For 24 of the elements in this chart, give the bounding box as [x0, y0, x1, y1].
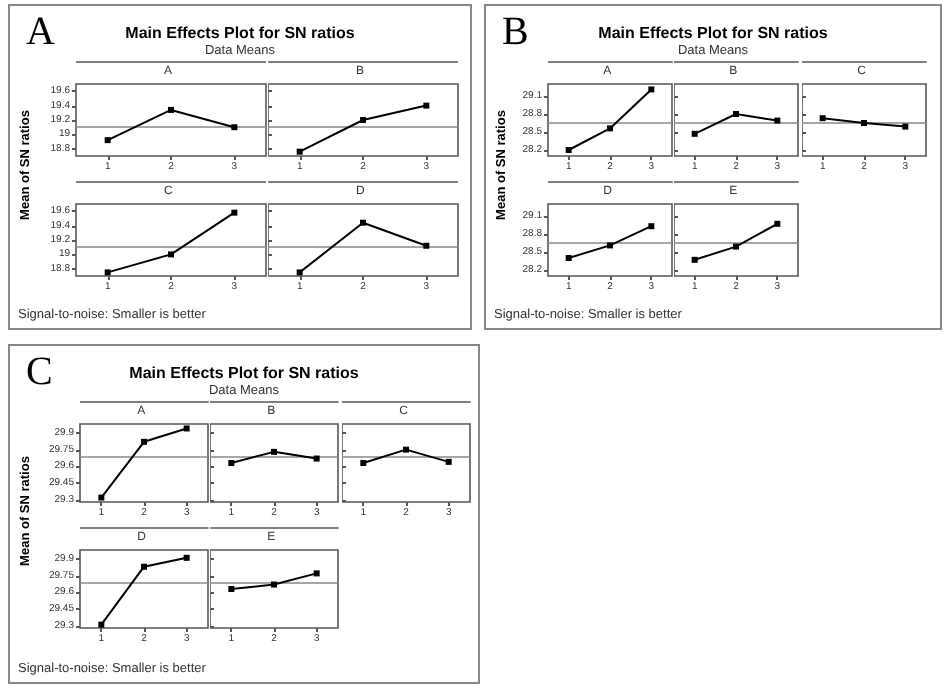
point — [141, 438, 147, 445]
point — [648, 86, 655, 93]
point — [183, 553, 190, 560]
text: Main Effects Plot for SN ratios — [129, 364, 359, 382]
point — [231, 124, 238, 131]
text: B — [502, 10, 529, 56]
point — [565, 147, 572, 153]
text: Main Effects Plot for SN ratios — [125, 24, 355, 42]
point — [607, 242, 613, 249]
point — [98, 620, 105, 627]
point — [98, 494, 105, 501]
point — [104, 269, 111, 276]
point — [141, 562, 147, 569]
text: C — [26, 350, 53, 396]
point — [183, 425, 190, 432]
point — [231, 209, 238, 216]
point — [565, 255, 572, 261]
text: A — [26, 10, 55, 56]
text: Main Effects Plot for SN ratios — [598, 24, 828, 42]
point — [104, 137, 111, 144]
point — [607, 125, 613, 132]
point — [168, 251, 174, 258]
point — [168, 106, 174, 113]
point — [648, 223, 655, 230]
